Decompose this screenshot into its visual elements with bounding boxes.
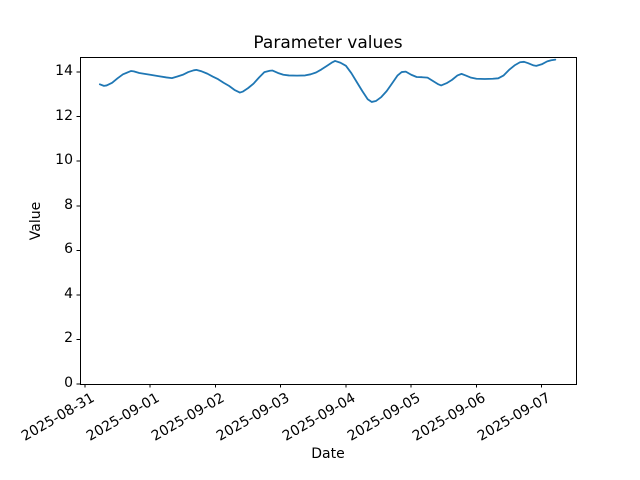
x-axis-label: Date xyxy=(311,446,345,462)
chart-title: Parameter values xyxy=(253,33,403,53)
axis-ticks xyxy=(76,71,543,388)
y-tick-label: 8 xyxy=(64,196,73,213)
y-tick-label: 2 xyxy=(64,330,73,347)
y-axis-label-wrap: Value xyxy=(26,57,46,384)
axes-frame xyxy=(80,57,577,385)
y-tick-label: 6 xyxy=(64,241,73,258)
data-line-series xyxy=(98,58,557,103)
y-tick-label: 4 xyxy=(64,285,73,302)
y-tick-label: 0 xyxy=(64,375,73,391)
y-tick-label: 14 xyxy=(55,63,73,80)
y-axis-label: Value xyxy=(28,201,45,240)
y-tick-label: 12 xyxy=(55,107,73,124)
y-tick-label: 10 xyxy=(55,152,73,169)
